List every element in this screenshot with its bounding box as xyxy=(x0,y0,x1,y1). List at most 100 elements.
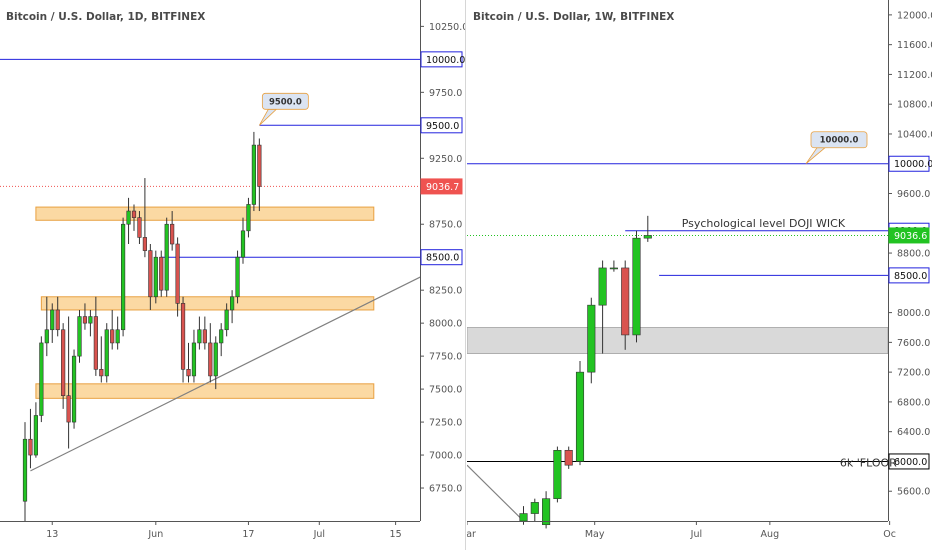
price-badge-9500.0: 9500.0 xyxy=(420,117,463,134)
candle xyxy=(251,131,257,212)
candle xyxy=(230,290,235,324)
x-tick-label: Jun xyxy=(147,529,163,540)
price-badge-6000.0: 6000.0 xyxy=(888,453,930,470)
x-tick-label: Mar xyxy=(467,529,476,540)
y-tick-label: 8000.0 xyxy=(897,308,930,319)
candle-body xyxy=(213,342,218,377)
candle-body xyxy=(22,438,28,502)
candle xyxy=(186,342,191,383)
y-tick-label: 9600.0 xyxy=(897,189,930,200)
candle-body xyxy=(164,223,169,291)
weekly-chart-panel[interactable]: 12000.0 11600.0 11200.0 10800.0 10400.0 9600.… xyxy=(467,0,932,550)
candle xyxy=(153,250,158,304)
candle-body xyxy=(553,449,562,499)
callout-pointer xyxy=(259,108,278,126)
price-callout: 10000.0 xyxy=(805,131,868,165)
candle xyxy=(621,260,630,350)
price-badge-box xyxy=(420,249,463,266)
y-tick-label: 7250.0 xyxy=(429,418,462,429)
x-tick-label: Jul xyxy=(313,529,325,540)
candle xyxy=(50,303,55,343)
y-tick-label: 9250.0 xyxy=(429,154,462,165)
daily-chart-panel[interactable]: 10250.0 9750.0 9250.0 8750.0 8250.0 8000.0 775… xyxy=(0,0,465,550)
candle-body xyxy=(191,342,197,377)
price-badge-label: 8500.0 xyxy=(426,253,459,264)
x-tick-label: 17 xyxy=(242,529,254,540)
candle xyxy=(609,260,618,272)
candle-body xyxy=(197,329,202,344)
weekly-chart-svg[interactable]: 12000.0 11600.0 11200.0 10800.0 10400.0 9600.… xyxy=(467,0,932,550)
candle xyxy=(148,244,153,310)
daily-chart-svg[interactable]: 10250.0 9750.0 9250.0 8750.0 8250.0 8000.0 775… xyxy=(0,0,465,550)
y-tick-label: 10800.0 xyxy=(897,100,932,111)
candle-body xyxy=(61,329,66,396)
candle xyxy=(82,303,88,330)
candle-body xyxy=(251,144,257,205)
support-zone-2 xyxy=(40,296,375,311)
x-tick-label: May xyxy=(585,529,605,540)
candle xyxy=(575,360,585,466)
x-tick-label: Jul xyxy=(690,529,702,540)
candle xyxy=(66,316,71,449)
candle xyxy=(93,296,98,376)
y-tick-label: 6750.0 xyxy=(429,484,462,495)
y-tick-label: 8750.0 xyxy=(429,220,462,231)
candle-body xyxy=(609,267,618,270)
callout-pointer xyxy=(805,147,827,165)
price-badge-label: 6000.0 xyxy=(894,457,927,468)
candle xyxy=(44,296,49,357)
candle xyxy=(587,297,596,384)
candle xyxy=(240,217,246,264)
candle xyxy=(175,237,180,317)
price-badge-box xyxy=(420,117,463,134)
candle xyxy=(213,336,218,390)
candle-body xyxy=(153,256,158,298)
candle-body xyxy=(131,210,137,218)
candle-body xyxy=(110,329,115,344)
y-tick-label: 10250.0 xyxy=(429,22,465,33)
x-tick-label: 15 xyxy=(390,529,402,540)
price-badge-label: 9036.7 xyxy=(426,182,459,193)
candle-body xyxy=(587,304,596,373)
candle-body xyxy=(219,329,224,344)
candle xyxy=(77,309,82,363)
x-tick-label: 13 xyxy=(46,529,58,540)
candle xyxy=(55,296,60,337)
ascending-trendline xyxy=(30,272,429,472)
y-tick-label: 7000.0 xyxy=(429,451,462,462)
chart-title: Bitcoin / U.S. Dollar, 1W, BITFINEX xyxy=(473,11,674,23)
price-badge-box xyxy=(888,267,930,284)
candle xyxy=(164,217,169,297)
candle xyxy=(121,217,126,337)
x-tick-label: Aug xyxy=(761,529,780,540)
y-tick-label: 5600.0 xyxy=(897,487,930,498)
candle xyxy=(224,303,229,337)
descending-trendline xyxy=(467,464,524,522)
price-axis-bg xyxy=(420,0,465,550)
candle-body xyxy=(175,243,180,304)
candle-body xyxy=(180,303,186,370)
price-badge-10000.0: 10000.0 xyxy=(888,155,932,172)
candle xyxy=(61,323,66,409)
candle-body xyxy=(121,223,126,331)
price-badge-box xyxy=(888,227,930,244)
candle-body xyxy=(50,309,55,331)
y-tick-label: 11600.0 xyxy=(897,40,932,51)
candle-body xyxy=(632,237,641,336)
candle xyxy=(33,402,38,458)
y-tick-label: 6400.0 xyxy=(897,427,930,438)
price-badge-9036.6: 9036.6 xyxy=(888,227,930,244)
candle xyxy=(115,316,120,350)
candle xyxy=(197,316,202,350)
candle xyxy=(202,316,207,350)
candle-body xyxy=(159,256,164,291)
y-tick-label: 10400.0 xyxy=(897,129,932,140)
candle-body xyxy=(530,502,539,514)
panel-divider[interactable] xyxy=(465,0,468,550)
price-badge-8500.0: 8500.0 xyxy=(888,267,930,284)
candle xyxy=(632,230,641,343)
callout-box xyxy=(810,131,868,149)
candle-body xyxy=(93,316,98,370)
candle-body xyxy=(621,267,630,336)
